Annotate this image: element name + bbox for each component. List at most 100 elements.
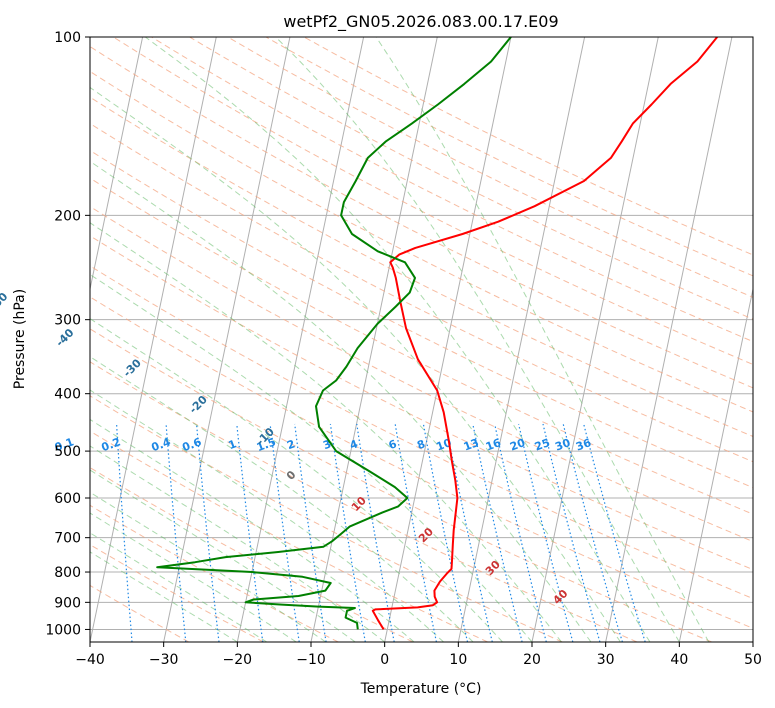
mixing-ratio-label: 3 xyxy=(321,437,333,452)
moist-adiabat-label: 0 xyxy=(284,468,299,483)
moist-adiabat-line xyxy=(90,160,592,642)
isotherm-line xyxy=(236,37,365,642)
mixing-ratio-label: 8 xyxy=(415,437,427,452)
dry-adiabat-line xyxy=(90,235,753,571)
moist-adiabat-line xyxy=(90,222,562,642)
y-tick-label: 100 xyxy=(54,30,81,46)
mixing-ratio-line xyxy=(165,423,187,642)
dry-adiabat-line xyxy=(90,328,712,642)
mixing-ratio-line xyxy=(445,423,493,642)
y-tick-label: 500 xyxy=(54,444,81,460)
mixing-ratio-line xyxy=(562,423,623,642)
mixing-ratio-label: 20 xyxy=(508,436,527,454)
x-tick-label: 0 xyxy=(380,652,389,668)
isotherm-line xyxy=(163,37,291,642)
dry-adiabat-line xyxy=(227,37,753,298)
mixing-ratio-line xyxy=(494,423,547,642)
moist-adiabat-line xyxy=(145,37,651,642)
mixing-ratio-label: 25 xyxy=(533,436,552,453)
y-tick-label: 400 xyxy=(54,387,81,403)
moist-adiabat-label: 10 xyxy=(349,494,369,514)
background-lines xyxy=(90,37,753,642)
chart-title: wetPf2_GN05.2026.083.00.17.E09 xyxy=(283,12,558,32)
isotherm-line xyxy=(752,639,753,642)
mixing-ratio-label: 13 xyxy=(462,436,481,453)
y-axis-title: Pressure (hPa) xyxy=(12,289,28,389)
mixing-ratio-line xyxy=(356,423,395,642)
moist-adiabat-label: 20 xyxy=(416,525,436,545)
y-tick-label: 200 xyxy=(54,208,81,224)
dry-adiabat-line xyxy=(90,504,339,642)
dry-adiabat-label: -50 xyxy=(0,290,11,313)
mixing-ratio-label: 1.5 xyxy=(255,435,278,454)
dry-adiabat-label: -20 xyxy=(187,393,210,416)
isotherm-line xyxy=(678,286,753,642)
dewpoint-profile xyxy=(156,37,512,630)
y-tick-label: 900 xyxy=(54,595,81,611)
plot-frame xyxy=(89,36,754,643)
isotherm-line xyxy=(384,37,512,642)
x-tick-label: −10 xyxy=(296,652,326,668)
y-axis: 100 200 300 400 500 600 700 800 900 1000 xyxy=(45,30,90,638)
isotherm-line xyxy=(90,37,217,642)
dry-adiabat-line xyxy=(90,149,753,489)
isotherm-line xyxy=(90,37,144,292)
mixing-ratio-label: 1 xyxy=(227,437,239,452)
dry-adiabat-line xyxy=(90,430,488,642)
x-tick-label: 10 xyxy=(449,652,467,668)
mixing-ratio-line xyxy=(196,423,220,642)
x-tick-label: 20 xyxy=(523,652,541,668)
mixing-ratio-label: 2 xyxy=(285,437,297,452)
mixing-ratio-line xyxy=(116,423,133,642)
moist-adiabat-line xyxy=(90,551,238,642)
moist-adiabat-line xyxy=(375,37,710,642)
moist-adiabat-line xyxy=(90,469,356,642)
dry-adiabat-line xyxy=(90,265,753,600)
mixing-ratio-label: 4 xyxy=(348,437,360,452)
y-tick-label: 300 xyxy=(54,313,81,329)
mixing-ratio-label: 16 xyxy=(484,436,503,454)
mixing-ratio-label: 0.4 xyxy=(150,435,173,454)
mixing-ratio-label: 30 xyxy=(553,436,572,454)
moist-adiabat-line xyxy=(90,86,621,642)
mixing-ratio-label: 0.6 xyxy=(180,435,203,454)
dry-adiabat-line xyxy=(90,122,753,463)
x-tick-label: 30 xyxy=(597,652,615,668)
x-tick-label: −40 xyxy=(75,652,105,668)
mixing-ratio-label: 36 xyxy=(574,436,593,454)
mixing-ratio-label: 6 xyxy=(387,437,399,452)
x-tick-label: −30 xyxy=(149,652,179,668)
dry-adiabat-line xyxy=(90,45,753,389)
y-tick-label: 700 xyxy=(54,531,81,547)
x-tick-label: 40 xyxy=(670,652,688,668)
mixing-ratio-line xyxy=(583,423,646,642)
dry-adiabat-line xyxy=(90,96,753,438)
mixing-ratio-line xyxy=(518,423,574,642)
dry-adiabat-line xyxy=(90,296,753,629)
moist-adiabat-line xyxy=(90,389,444,642)
moist-adiabat-line xyxy=(90,356,474,642)
x-tick-label: −20 xyxy=(223,652,253,668)
dry-adiabat-line xyxy=(90,361,638,642)
isotherm-line xyxy=(531,37,659,642)
dry-adiabat-line xyxy=(90,70,753,413)
y-tick-label: 800 xyxy=(54,565,81,581)
moist-adiabat-line xyxy=(90,491,326,642)
mixing-ratio-line xyxy=(294,423,327,642)
moist-adiabat-label: 30 xyxy=(483,558,503,578)
dry-adiabat-line xyxy=(90,395,563,642)
x-axis-title: Temperature (°C) xyxy=(360,681,482,697)
temperature-profile xyxy=(371,37,718,630)
mixing-ratio-line xyxy=(542,423,601,642)
dry-adiabat-line xyxy=(113,37,753,366)
mixing-ratio-label: 0.2 xyxy=(100,435,123,454)
dry-adiabat-label: -30 xyxy=(121,356,144,379)
dry-adiabat-line xyxy=(151,37,753,343)
moist-adiabat-line xyxy=(90,273,533,642)
mixing-ratio-label: 0.1 xyxy=(53,435,76,454)
y-tick-label: 600 xyxy=(54,491,81,507)
mixing-ratio-line xyxy=(329,423,366,642)
x-axis: −40 −30 −20 −10 0 10 20 30 40 50 xyxy=(75,642,762,668)
x-tick-label: 50 xyxy=(744,652,762,668)
